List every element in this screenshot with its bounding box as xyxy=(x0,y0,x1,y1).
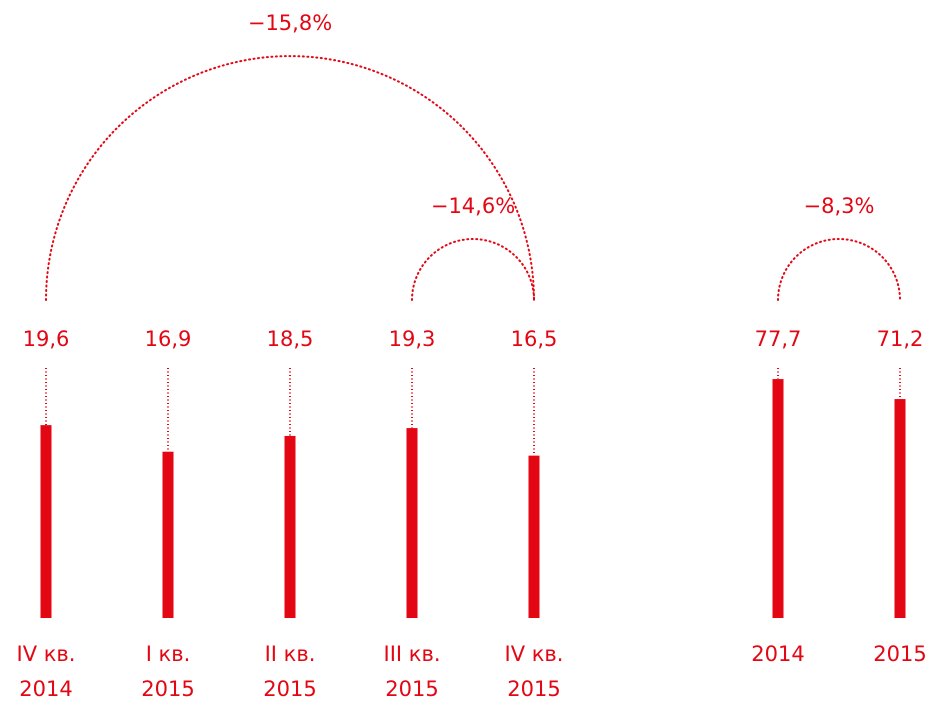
bar xyxy=(284,435,296,618)
value-label: 77,7 xyxy=(755,327,802,351)
category-label: 2015 xyxy=(873,642,926,666)
value-label: 18,5 xyxy=(267,327,314,351)
category-label: 2014 xyxy=(751,642,804,666)
change-label: −8,3% xyxy=(804,194,875,218)
change-arc xyxy=(411,238,535,301)
category-label: IV кв. 2015 xyxy=(505,642,564,701)
category-label: I кв. 2015 xyxy=(141,642,194,701)
bar xyxy=(40,425,52,618)
change-label: −15,8% xyxy=(248,11,332,35)
category-label: II кв. 2015 xyxy=(263,642,316,701)
bar xyxy=(162,451,174,618)
bar xyxy=(772,379,784,618)
category-label: III кв. 2015 xyxy=(384,642,441,701)
change-label: −14,6% xyxy=(431,194,515,218)
bar xyxy=(406,428,418,618)
value-label: 16,5 xyxy=(511,327,558,351)
category-label: IV кв. 2014 xyxy=(17,642,76,701)
bar xyxy=(894,399,906,618)
change-arc xyxy=(45,55,535,301)
value-label: 16,9 xyxy=(145,327,192,351)
change-arc xyxy=(777,238,901,301)
value-label: 19,6 xyxy=(23,327,70,351)
bar xyxy=(528,455,540,618)
value-label: 71,2 xyxy=(877,327,924,351)
value-label: 19,3 xyxy=(389,327,436,351)
